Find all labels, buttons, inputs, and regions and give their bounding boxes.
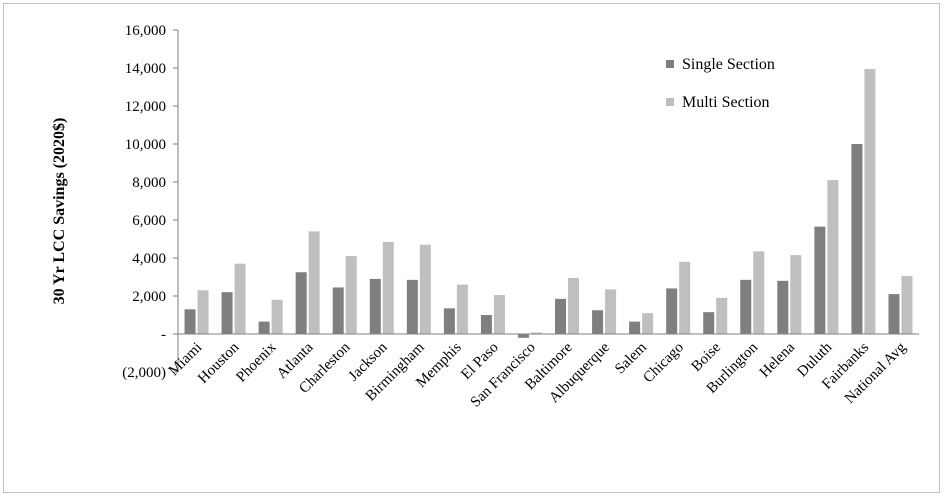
y-tick-label: - <box>161 327 166 343</box>
bar-single-section <box>406 279 418 334</box>
bar-multi-section <box>530 332 542 334</box>
bar-single-section <box>517 334 529 338</box>
bar-multi-section <box>271 299 283 334</box>
bar-single-section <box>332 287 344 334</box>
legend-swatch <box>666 60 674 68</box>
legend-label: Single Section <box>682 56 775 73</box>
bar-multi-section <box>234 263 246 334</box>
x-tick-layer: MiamiHoustonPhoenixAtlantaCharlestonJack… <box>166 339 910 410</box>
bar-single-section <box>443 308 455 334</box>
bar-multi-section <box>827 180 839 334</box>
x-tick-label: Houston <box>195 339 243 387</box>
y-tick-label: 10,000 <box>125 137 166 153</box>
y-tick-label: (2,000) <box>122 365 166 381</box>
legend: Single Section Multi Section <box>666 56 775 111</box>
bar-single-section <box>258 321 270 334</box>
x-tick-label: Chicago <box>640 340 687 387</box>
bar-multi-section <box>864 68 876 334</box>
bars-layer <box>184 68 913 338</box>
bar-single-section <box>666 288 678 334</box>
bar-single-section <box>740 279 752 334</box>
x-tick-label: Helena <box>757 339 799 381</box>
x-tick-label: Phoenix <box>233 339 279 385</box>
bar-multi-section <box>308 231 320 334</box>
bar-single-section <box>851 144 863 334</box>
bar-multi-section <box>605 289 617 334</box>
bar-multi-section <box>642 313 654 334</box>
y-tick-label: 14,000 <box>125 61 166 77</box>
chart-frame <box>3 3 940 493</box>
bar-single-section <box>592 310 604 334</box>
bar-single-section <box>777 280 789 334</box>
y-tick-label: 16,000 <box>125 23 166 39</box>
bar-single-section <box>184 309 196 334</box>
bar-single-section <box>629 321 641 334</box>
bar-single-section <box>555 298 567 334</box>
bar-multi-section <box>197 290 209 334</box>
bar-multi-section <box>419 244 431 334</box>
bar-multi-section <box>568 277 580 334</box>
y-tick-label: 6,000 <box>132 213 166 229</box>
bar-single-section <box>888 294 900 334</box>
bar-single-section <box>295 272 307 334</box>
y-tick-label: 12,000 <box>125 99 166 115</box>
bar-single-section <box>369 278 381 334</box>
bar-multi-section <box>382 241 394 334</box>
legend-swatch <box>666 98 674 106</box>
bar-single-section <box>221 292 233 334</box>
bar-multi-section <box>456 284 468 334</box>
y-tick-label: 8,000 <box>132 175 166 191</box>
bar-multi-section <box>753 251 765 334</box>
bar-multi-section <box>679 261 691 334</box>
y-tick-layer: (2,000) - 2,000 4,000 6,000 8,000 10,000 12,000… <box>122 23 178 381</box>
bar-multi-section <box>716 297 728 334</box>
legend-label: Multi Section <box>682 94 770 111</box>
bar-multi-section <box>790 255 802 334</box>
bar-single-section <box>480 315 492 334</box>
bar-multi-section <box>493 295 505 334</box>
y-tick-label: 4,000 <box>132 251 166 267</box>
y-tick-label: 2,000 <box>132 289 166 305</box>
bar-single-section <box>814 226 826 334</box>
bar-single-section <box>703 312 715 334</box>
bar-multi-section <box>901 276 913 334</box>
y-axis-label: 30 Yr LCC Savings (2020$) <box>51 118 68 305</box>
bar-multi-section <box>345 256 357 334</box>
